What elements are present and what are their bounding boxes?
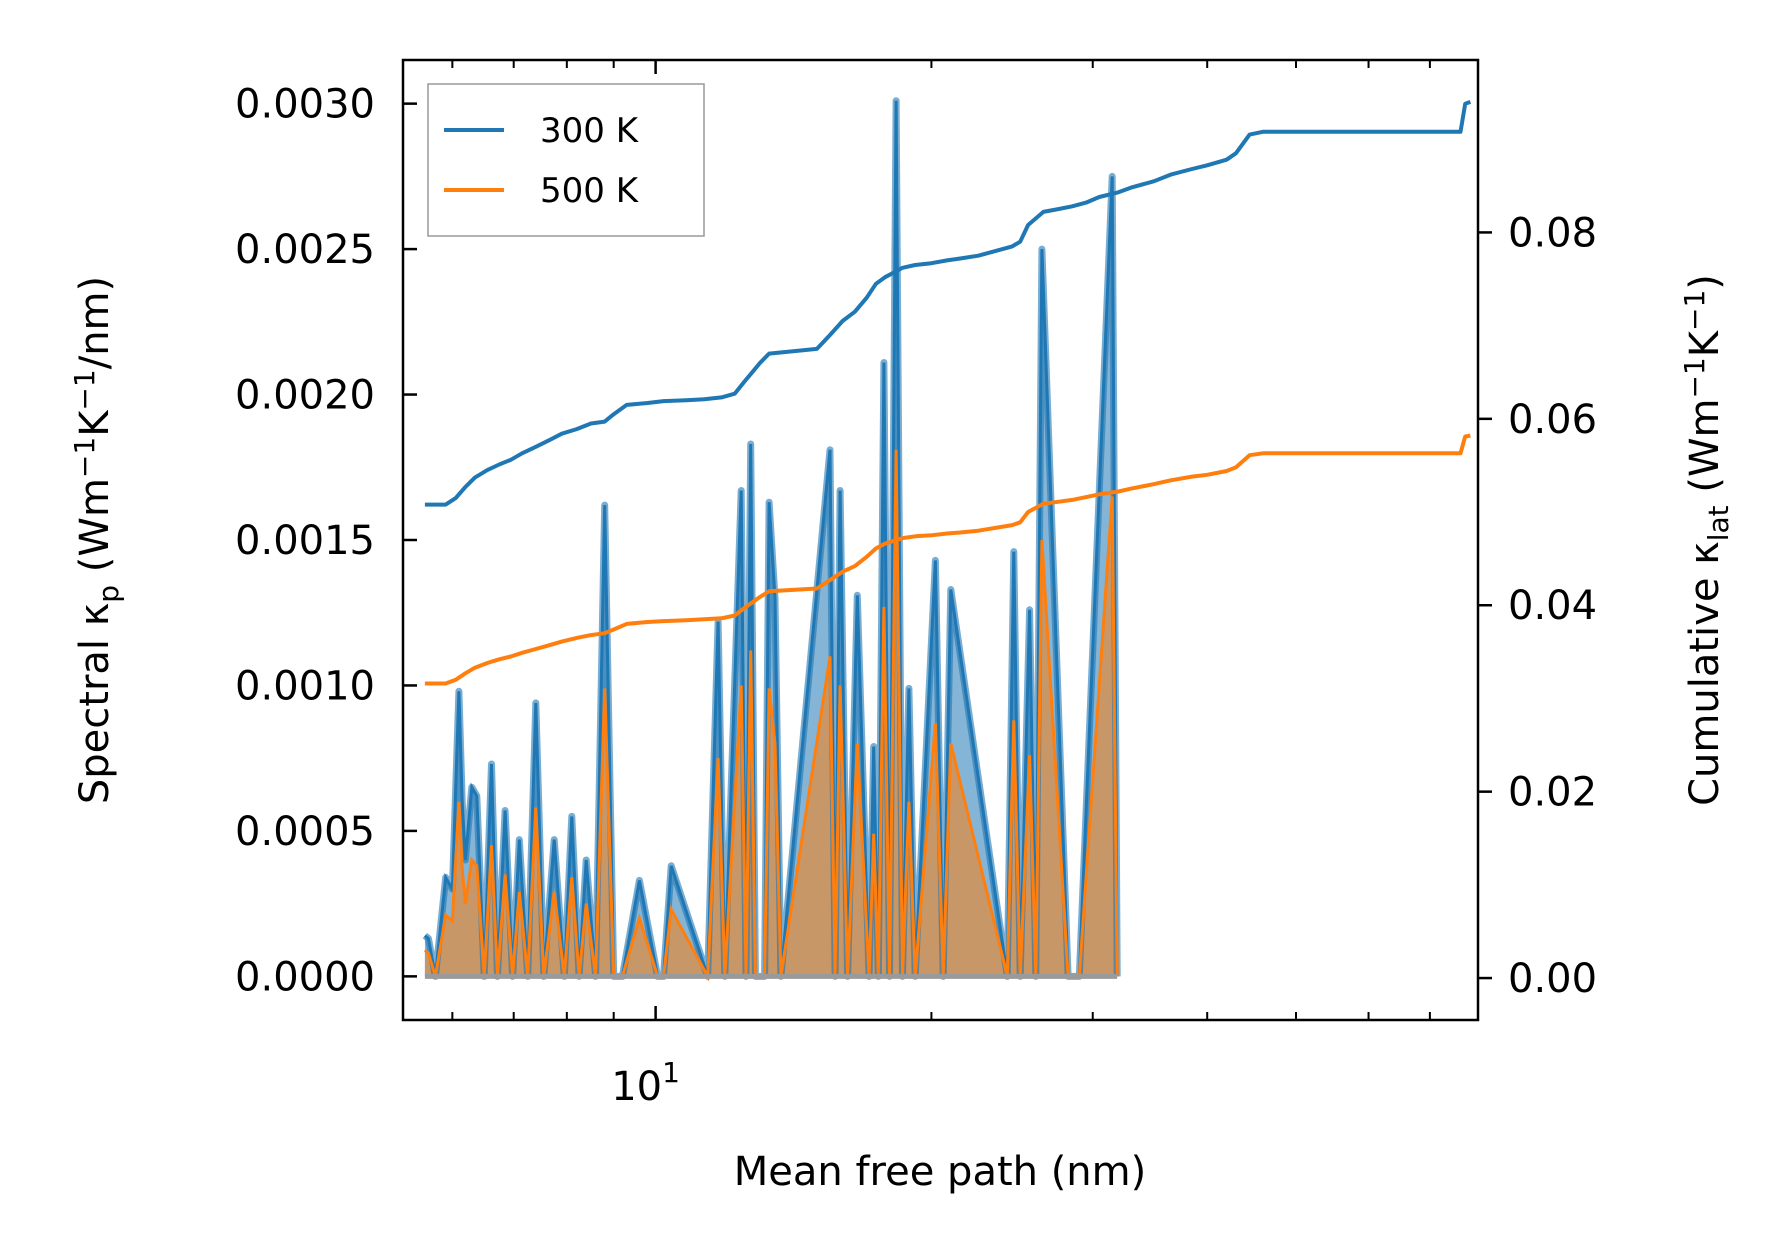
y-right-tick-label: 0.06 [1508, 397, 1597, 443]
y-left-tick-label: 0.0015 [235, 518, 375, 564]
plot-area [422, 97, 1472, 982]
spectral-lines [422, 97, 1121, 982]
y-right-tick-label: 0.02 [1508, 770, 1597, 816]
y-right-tick-label: 0.00 [1508, 956, 1597, 1002]
y-left-tick-label: 0.0005 [235, 809, 375, 855]
axis-tick-labels: 0.0000 0.0005 0.0010 0.0015 0.0020 0.0025 0.00… [235, 82, 1597, 1110]
y-left-tick-label: 0.0025 [235, 227, 375, 273]
y-axis-right-label: Cumulative κlat (Wm−1K−1) [1678, 274, 1735, 806]
cumulative-lines [424, 100, 1472, 686]
legend: 300 K 500 K [427, 83, 705, 237]
x-tick-label-exponent: 1 [662, 1056, 680, 1089]
y-left-tick-label: 0.0020 [235, 373, 375, 419]
y-left-tick-label: 0.0000 [235, 954, 375, 1000]
y-right-tick-label: 0.04 [1508, 583, 1597, 629]
y-right-tick-label: 0.08 [1508, 210, 1597, 256]
y-axis-left-label: Spectral κp (Wm−1K−1/nm) [68, 276, 125, 804]
cumulative-line-300k [424, 100, 1472, 507]
axis-ticks [403, 60, 1492, 1020]
legend-label-500k: 500 K [540, 171, 640, 211]
legend-label-300k: 300 K [540, 111, 640, 151]
legend-box [427, 83, 705, 237]
cumulative-line-500k [424, 433, 1471, 686]
x-axis-label: Mean free path (nm) [734, 1149, 1146, 1195]
y-left-tick-label: 0.0030 [235, 82, 375, 128]
y-left-tick-label: 0.0010 [235, 663, 375, 709]
